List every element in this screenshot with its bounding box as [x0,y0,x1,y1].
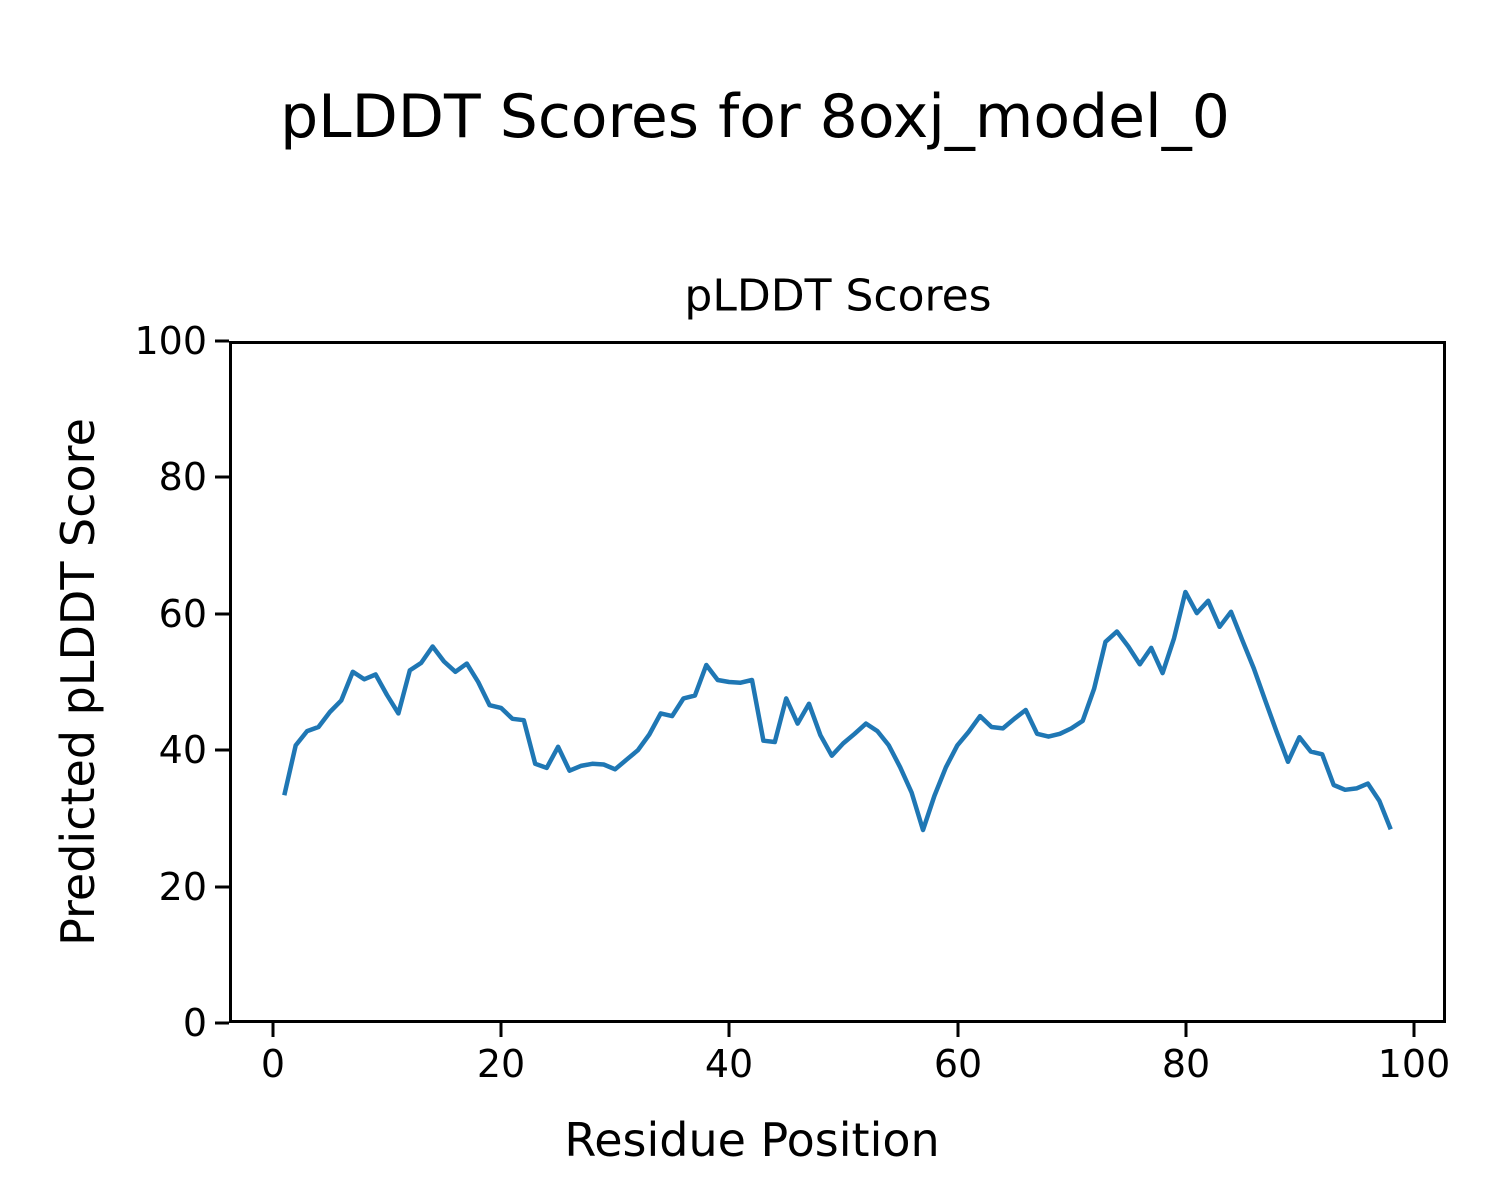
y-tick-mark [215,748,229,752]
x-tick-mark [1412,1023,1416,1037]
y-tick-label: 0 [182,1001,207,1045]
y-tick-label: 80 [158,455,207,499]
y-tick-mark [215,475,229,479]
y-axis-label: Predicted pLDDT Score [51,418,105,946]
y-tick-label: 40 [158,728,207,772]
plot-area [229,341,1446,1023]
x-tick-mark [271,1023,275,1037]
y-tick-label: 20 [158,865,207,909]
x-tick-label: 20 [476,1042,526,1086]
axes-title: pLDDT Scores [684,270,992,322]
x-tick-label: 40 [704,1042,754,1086]
y-tick-mark [215,885,229,889]
y-tick-label: 100 [134,319,207,363]
y-tick-label: 60 [158,592,207,636]
x-tick-mark [1184,1023,1188,1037]
x-tick-mark [727,1023,731,1037]
x-tick-label: 60 [933,1042,983,1086]
y-tick-mark [215,339,229,343]
x-tick-label: 80 [1161,1042,1211,1086]
y-tick-mark [215,612,229,616]
x-tick-mark [499,1023,503,1037]
x-tick-mark [956,1023,960,1037]
x-axis-label: Residue Position [564,1113,940,1167]
figure-suptitle: pLDDT Scores for 8oxj_model_0 [280,82,1230,152]
x-tick-label: 100 [1377,1042,1451,1086]
y-tick-mark [215,1021,229,1025]
x-tick-label: 0 [260,1042,286,1086]
